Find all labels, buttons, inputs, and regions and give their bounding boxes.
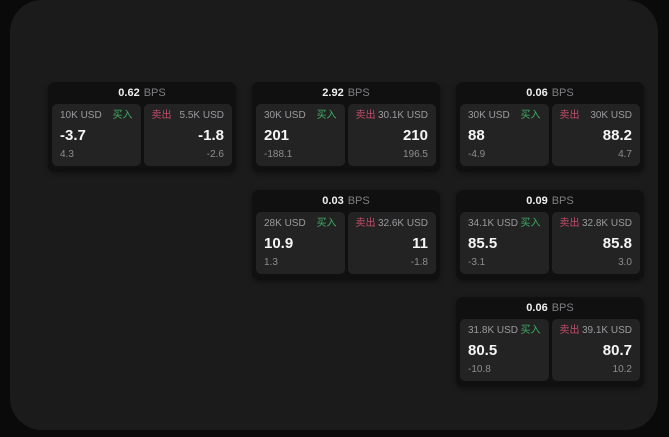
- bps-unit-label: BPS: [551, 195, 574, 207]
- buy-size: 31.8K USD: [468, 325, 519, 336]
- buy-price: 10.9: [264, 235, 294, 252]
- buy-tile[interactable]: 28K USD 买入 10.9 1.3: [256, 212, 345, 274]
- sell-price: 80.7: [602, 342, 632, 359]
- buy-side-label: 买入: [112, 110, 133, 121]
- buy-size: 34.1K USD: [468, 218, 519, 229]
- buy-tile[interactable]: 34.1K USD 买入 85.5 -3.1: [460, 212, 549, 274]
- sell-tile[interactable]: 卖出 5.5K USD -1.8 -2.6: [143, 104, 232, 166]
- buy-tile[interactable]: 10K USD 买入 -3.7 4.3: [52, 104, 141, 166]
- sell-delta: 4.7: [618, 149, 632, 160]
- buy-side-label: 买入: [316, 110, 337, 121]
- bps-header: 0.06 BPS: [456, 297, 644, 319]
- bps-value: 0.09: [526, 195, 548, 207]
- quotes-panel: 0.62 BPS 10K USD 买入 -3.7 4.3 卖出 5.5K USD…: [10, 0, 658, 430]
- buy-price: -3.7: [60, 127, 86, 144]
- bps-unit-label: BPS: [143, 87, 166, 99]
- sell-side-label: 卖出: [559, 325, 580, 336]
- buy-size: 30K USD: [264, 110, 306, 121]
- sell-price: 11: [412, 235, 428, 252]
- sell-price: 85.8: [602, 235, 632, 252]
- buy-price: 201: [264, 127, 290, 144]
- sell-size: 32.6K USD: [377, 218, 428, 229]
- sell-tile[interactable]: 卖出 32.6K USD 11 -1.8: [347, 212, 436, 274]
- bps-header: 0.03 BPS: [252, 190, 440, 212]
- buy-delta: 4.3: [60, 149, 74, 160]
- bps-header: 0.09 BPS: [456, 190, 644, 212]
- sell-tile[interactable]: 卖出 32.8K USD 85.8 3.0: [551, 212, 640, 274]
- sell-price: 210: [402, 127, 428, 144]
- sell-delta: 10.2: [612, 364, 632, 375]
- sell-size: 39.1K USD: [581, 325, 632, 336]
- buy-tile[interactable]: 30K USD 买入 201 -188.1: [256, 104, 345, 166]
- buy-delta: 1.3: [264, 257, 278, 268]
- bps-header: 0.62 BPS: [48, 82, 236, 104]
- bps-unit-label: BPS: [347, 87, 370, 99]
- buy-side-label: 买入: [520, 218, 541, 229]
- buy-delta: -188.1: [264, 149, 293, 160]
- bps-header: 0.06 BPS: [456, 82, 644, 104]
- buy-delta: -10.8: [468, 364, 491, 375]
- sell-side-label: 卖出: [559, 110, 580, 121]
- sell-size: 30K USD: [590, 110, 632, 121]
- quote-card: 2.92 BPS 30K USD 买入 201 -188.1 卖出 30.1K …: [252, 82, 440, 172]
- sell-delta: 196.5: [402, 149, 428, 160]
- bps-header: 2.92 BPS: [252, 82, 440, 104]
- sell-tile[interactable]: 卖出 39.1K USD 80.7 10.2: [551, 319, 640, 381]
- quote-card: 0.06 BPS 31.8K USD 买入 80.5 -10.8 卖出 39.1…: [456, 297, 644, 387]
- buy-size: 28K USD: [264, 218, 306, 229]
- sell-tile[interactable]: 卖出 30K USD 88.2 4.7: [551, 104, 640, 166]
- bps-value: 0.06: [526, 302, 548, 314]
- quote-card: 0.03 BPS 28K USD 买入 10.9 1.3 卖出 32.6K US…: [252, 190, 440, 280]
- sell-side-label: 卖出: [151, 110, 172, 121]
- buy-side-label: 买入: [520, 325, 541, 336]
- sell-size: 5.5K USD: [179, 110, 224, 121]
- buy-size: 10K USD: [60, 110, 102, 121]
- buy-size: 30K USD: [468, 110, 510, 121]
- quote-card: 0.09 BPS 34.1K USD 买入 85.5 -3.1 卖出 32.8K…: [456, 190, 644, 280]
- sell-delta: -1.8: [410, 257, 428, 268]
- sell-side-label: 卖出: [355, 218, 376, 229]
- buy-price: 88: [468, 127, 485, 144]
- bps-value: 0.06: [526, 87, 548, 99]
- buy-tile[interactable]: 30K USD 买入 88 -4.9: [460, 104, 549, 166]
- sell-tile[interactable]: 卖出 30.1K USD 210 196.5: [347, 104, 436, 166]
- sell-price: 88.2: [602, 127, 632, 144]
- buy-price: 80.5: [468, 342, 498, 359]
- buy-side-label: 买入: [316, 218, 337, 229]
- quote-card: 0.06 BPS 30K USD 买入 88 -4.9 卖出 30K USD 8…: [456, 82, 644, 172]
- sell-price: -1.8: [198, 127, 224, 144]
- buy-tile[interactable]: 31.8K USD 买入 80.5 -10.8: [460, 319, 549, 381]
- buy-price: 85.5: [468, 235, 498, 252]
- sell-side-label: 卖出: [559, 218, 580, 229]
- bps-value: 0.03: [322, 195, 344, 207]
- sell-delta: -2.6: [206, 149, 224, 160]
- bps-value: 0.62: [118, 87, 140, 99]
- sell-size: 32.8K USD: [581, 218, 632, 229]
- buy-delta: -3.1: [468, 257, 486, 268]
- buy-delta: -4.9: [468, 149, 486, 160]
- bps-value: 2.92: [322, 87, 344, 99]
- sell-side-label: 卖出: [355, 110, 376, 121]
- sell-delta: 3.0: [618, 257, 632, 268]
- sell-size: 30.1K USD: [377, 110, 428, 121]
- buy-side-label: 买入: [520, 110, 541, 121]
- quote-card: 0.62 BPS 10K USD 买入 -3.7 4.3 卖出 5.5K USD…: [48, 82, 236, 172]
- bps-unit-label: BPS: [551, 87, 574, 99]
- bps-unit-label: BPS: [551, 302, 574, 314]
- bps-unit-label: BPS: [347, 195, 370, 207]
